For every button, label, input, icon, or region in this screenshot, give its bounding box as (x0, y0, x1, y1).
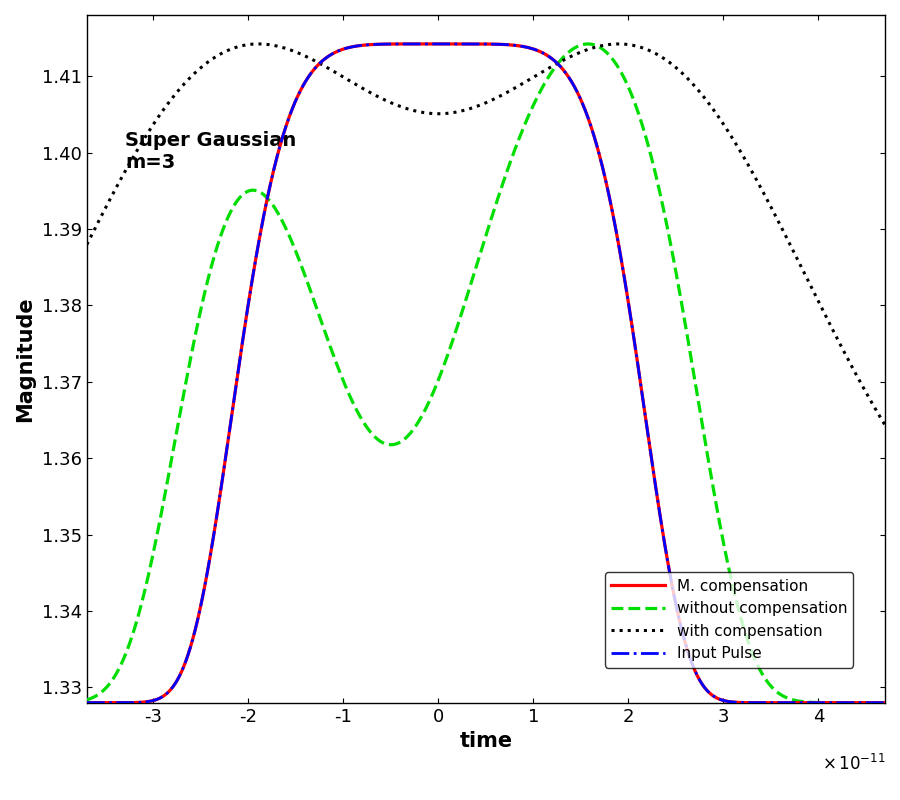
without compensation (591, 41, 602, 50)
Line: with compensation: with compensation (11, 44, 900, 494)
Line: Input Pulse: Input Pulse (11, 44, 900, 702)
Line: M. compensation: M. compensation (11, 44, 900, 702)
Input Pulse (432, 39, 443, 49)
Input Pulse (738, 698, 749, 707)
M. compensation (339, 44, 350, 54)
M. compensation (591, 140, 602, 150)
M. compensation (52, 698, 63, 707)
Y-axis label: Magnitude: Magnitude (15, 296, 35, 422)
without compensation (339, 379, 350, 389)
with compensation (551, 59, 562, 69)
M. compensation (738, 698, 749, 707)
with compensation (688, 81, 699, 90)
M. compensation (551, 58, 562, 67)
Input Pulse (339, 44, 350, 54)
with compensation (738, 152, 749, 162)
Line: without compensation: without compensation (11, 44, 900, 703)
without compensation (45, 698, 56, 708)
without compensation (738, 622, 749, 632)
X-axis label: time: time (459, 731, 512, 751)
Input Pulse (52, 698, 63, 707)
without compensation (52, 698, 63, 707)
M. compensation (5, 698, 16, 707)
without compensation (5, 698, 16, 707)
with compensation (52, 299, 63, 309)
with compensation (613, 39, 624, 49)
Text: $\times\,10^{-11}$: $\times\,10^{-11}$ (822, 754, 885, 774)
Input Pulse (688, 664, 699, 674)
with compensation (5, 388, 16, 398)
Legend: M. compensation, without compensation, with compensation, Input Pulse: M. compensation, without compensation, w… (605, 573, 853, 667)
with compensation (591, 42, 602, 52)
with compensation (339, 73, 350, 82)
M. compensation (688, 664, 699, 674)
without compensation (551, 61, 562, 70)
without compensation (582, 39, 593, 49)
Text: Super Gaussian
m=3: Super Gaussian m=3 (125, 131, 296, 172)
without compensation (689, 373, 700, 382)
M. compensation (432, 39, 443, 49)
Input Pulse (5, 698, 16, 707)
Input Pulse (551, 58, 562, 67)
Input Pulse (591, 140, 602, 150)
